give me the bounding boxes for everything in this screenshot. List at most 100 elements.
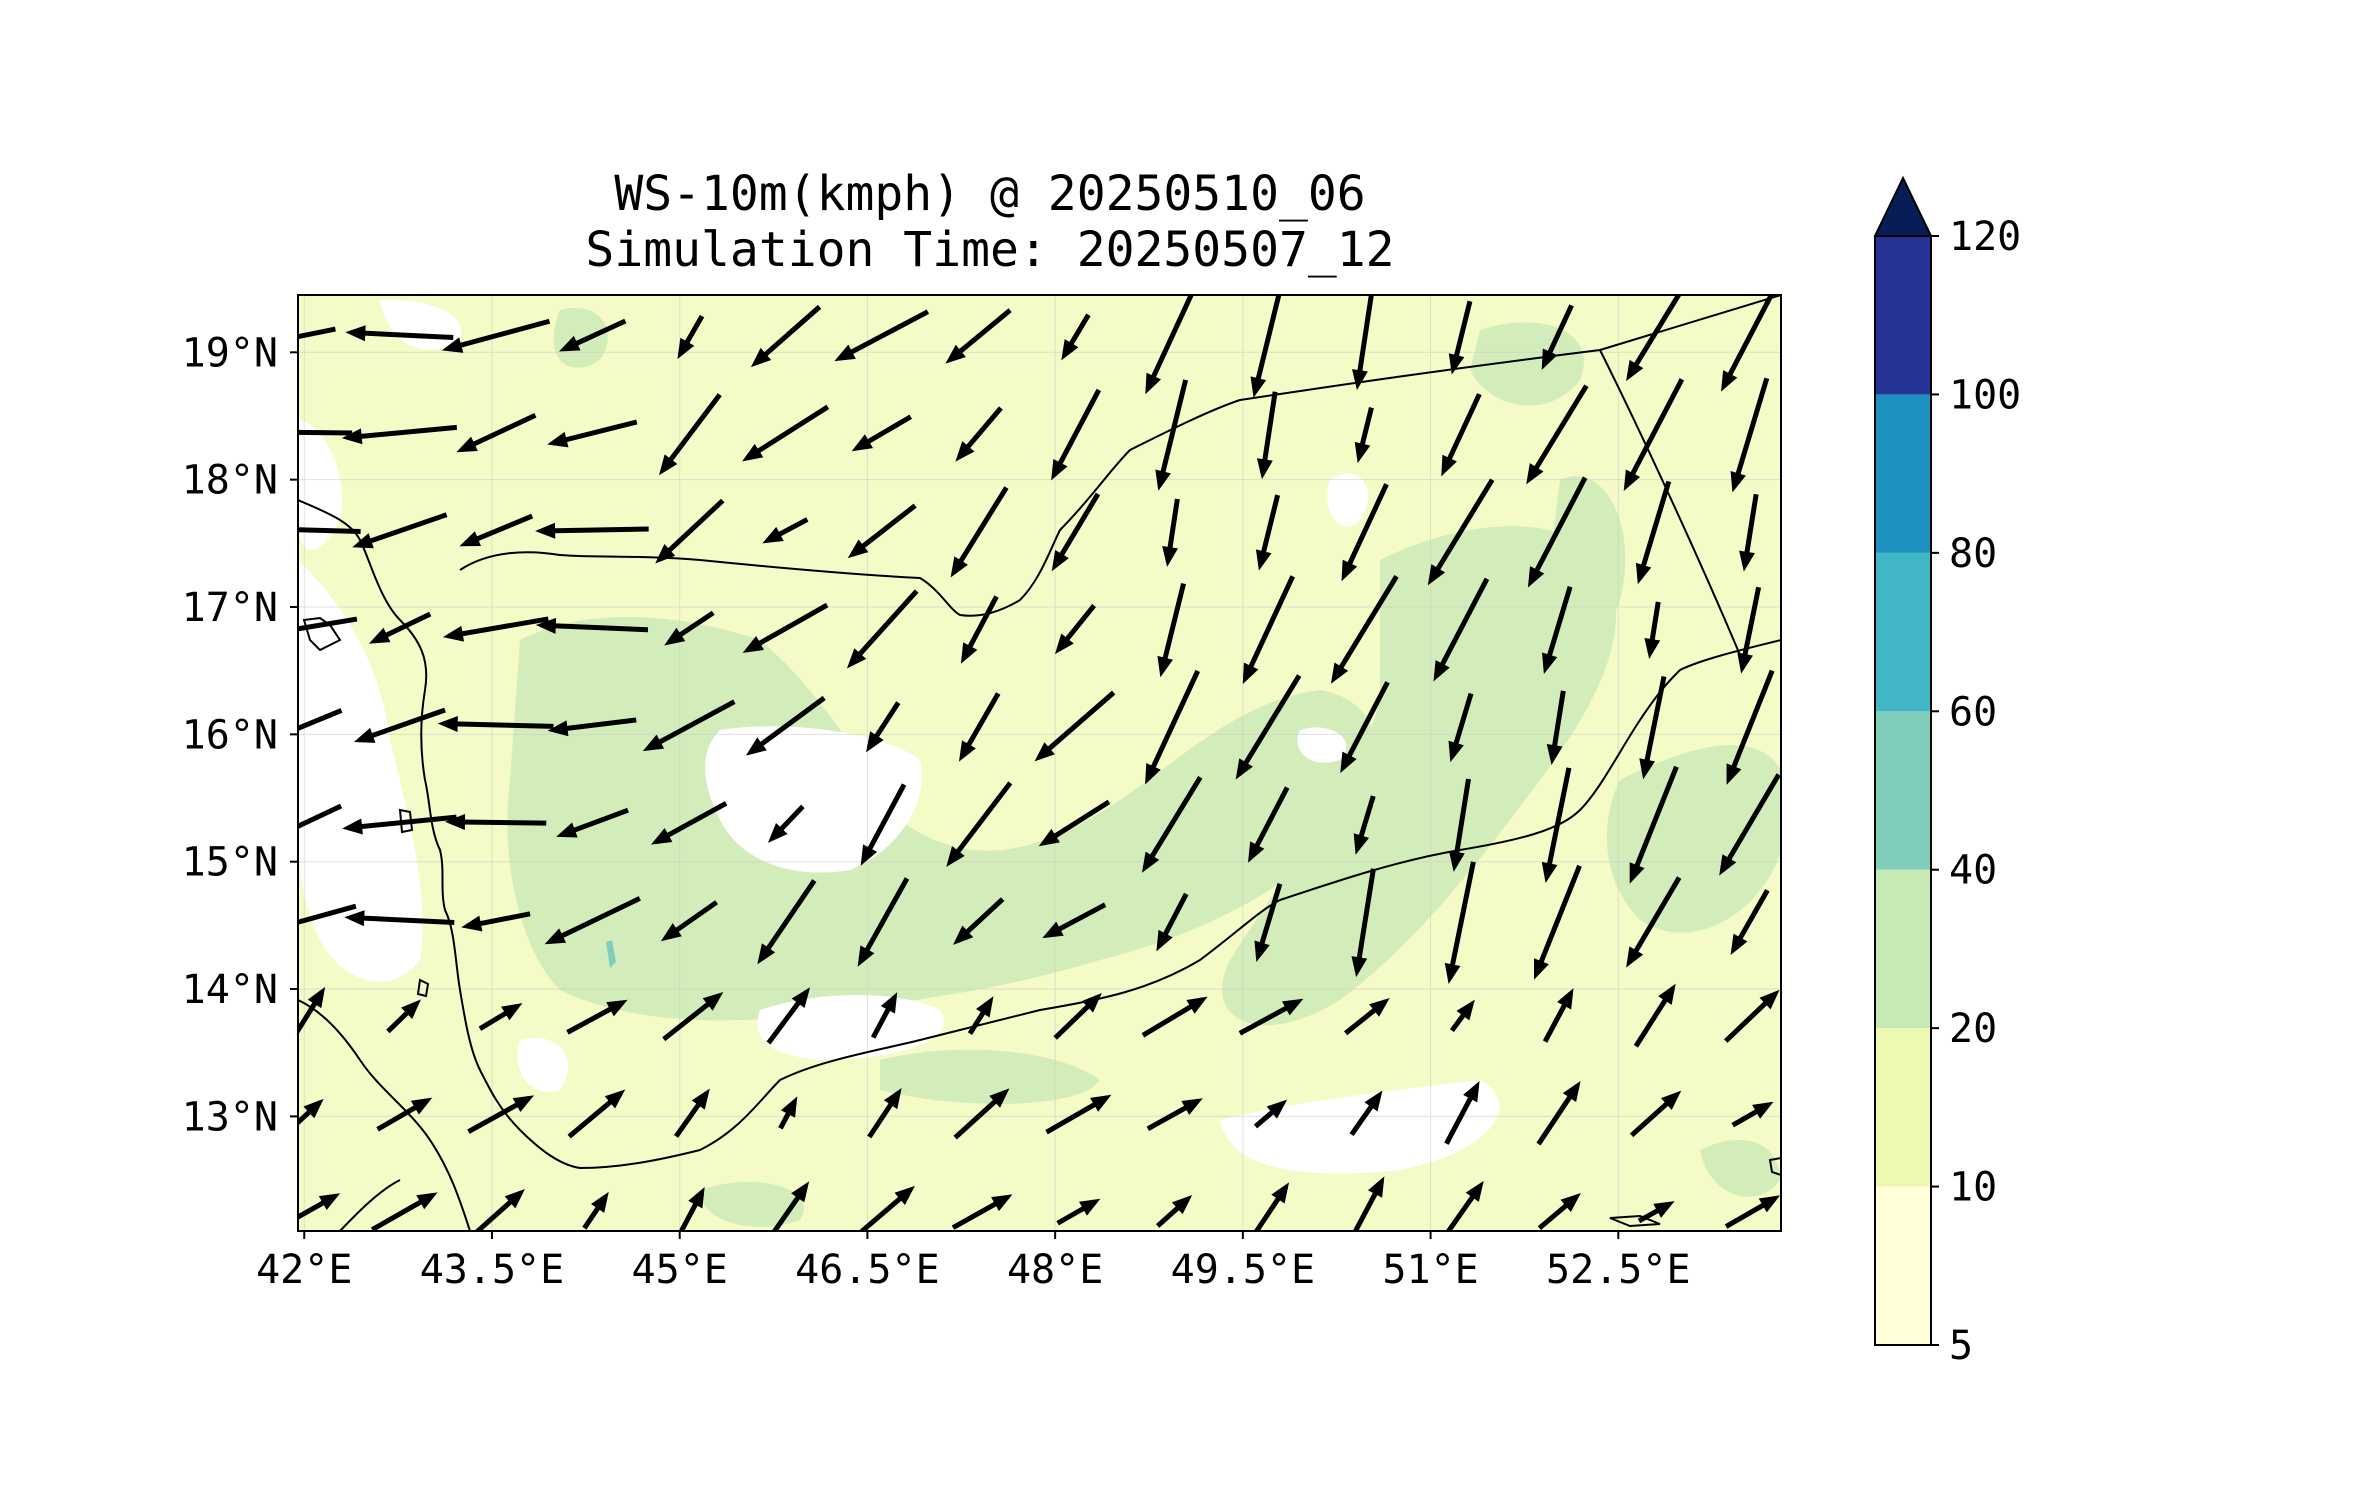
wind-arrow xyxy=(368,611,432,644)
wind-arrow xyxy=(1626,295,1682,382)
wind-arrow xyxy=(1254,883,1283,962)
wind-arrow xyxy=(544,896,641,945)
colorbar-band xyxy=(1875,1186,1931,1345)
wind-arrow xyxy=(951,1194,1013,1230)
wind-arrow xyxy=(1045,1094,1112,1135)
wind-arrow xyxy=(1340,681,1390,774)
wind-arrow xyxy=(1051,388,1102,481)
wind-arrow xyxy=(1639,675,1667,780)
y-tick-label: 13°N xyxy=(182,1094,278,1140)
colorbar-tick-label: 10 xyxy=(1949,1165,1997,1211)
y-tick-label: 14°N xyxy=(182,967,278,1013)
x-tick-label: 49.5°E xyxy=(1171,1247,1316,1293)
wind-arrow xyxy=(344,910,455,927)
wind-arrow xyxy=(1433,577,1490,682)
wind-arrow xyxy=(1444,861,1476,985)
wind-arrow xyxy=(1724,989,1780,1043)
wind-arrow xyxy=(1623,378,1685,491)
wind-arrow xyxy=(1146,1098,1203,1132)
wind-arrow xyxy=(757,879,817,965)
wind-arrow xyxy=(1157,582,1186,678)
wind-arrow xyxy=(851,414,913,452)
wind-arrow xyxy=(858,1185,915,1231)
wind-arrow xyxy=(298,903,357,925)
colorbar-outline xyxy=(1874,235,1932,1346)
wind-arrow xyxy=(778,1096,798,1130)
wind-arrow xyxy=(870,992,898,1039)
wind-arrow xyxy=(1637,1201,1675,1224)
wind-arrow xyxy=(742,404,830,462)
wind-arrow xyxy=(437,715,554,732)
wind-arrow xyxy=(658,393,722,476)
x-tick-label: 48°E xyxy=(1007,1247,1103,1293)
colorbar-band xyxy=(1875,869,1931,1029)
wind-arrow xyxy=(1162,498,1180,567)
wind-vectors xyxy=(298,295,1781,1231)
wind-arrow xyxy=(1145,295,1194,395)
map-plot-area xyxy=(298,295,1781,1231)
y-tick-label: 17°N xyxy=(182,585,278,631)
wind-arrow xyxy=(857,877,910,967)
wind-arrow xyxy=(1541,304,1574,370)
wind-arrow xyxy=(442,616,549,642)
wind-arrow xyxy=(1054,604,1096,655)
wind-arrow xyxy=(535,522,649,539)
wind-arrow xyxy=(1629,1090,1682,1138)
wind-arrow xyxy=(1629,765,1679,884)
colorbar: 5 10 20 40 60 80 100 120 xyxy=(1873,175,2021,1369)
wind-arrow xyxy=(674,1088,710,1138)
wind-arrow xyxy=(386,999,421,1034)
wind-arrow xyxy=(1526,384,1589,485)
wind-arrow xyxy=(771,1181,810,1231)
wind-arrow xyxy=(475,1189,525,1231)
wind-arrow xyxy=(1053,992,1102,1040)
wind-arrow xyxy=(353,707,446,743)
wind-arrow xyxy=(535,617,649,634)
wind-arrow xyxy=(298,1193,341,1220)
wind-arrow xyxy=(1427,478,1495,586)
wind-arrow xyxy=(847,503,917,559)
wind-arrow xyxy=(1533,864,1582,980)
wind-arrow xyxy=(766,987,811,1045)
wind-arrow xyxy=(1242,575,1295,685)
wind-arrow xyxy=(456,412,537,453)
latitude-axis: 13°N 14°N 15°N 16°N 17°N 18°N 19°N xyxy=(182,330,298,1140)
wind-arrow xyxy=(1633,983,1676,1048)
colorbar-band xyxy=(1875,1028,1931,1187)
wind-arrow xyxy=(1635,480,1672,585)
wind-arrow xyxy=(677,314,705,360)
wind-arrow xyxy=(1542,988,1574,1043)
wind-arrow xyxy=(582,1191,609,1230)
wind-arrow xyxy=(1038,799,1111,847)
wind-arrow xyxy=(566,999,628,1035)
map-subtitle: Simulation Time: 20250507_12 xyxy=(585,222,1394,278)
wind-arrow xyxy=(642,699,736,752)
wind-arrow xyxy=(341,424,458,445)
x-tick-label: 51°E xyxy=(1382,1247,1478,1293)
wind-arrow xyxy=(1737,586,1762,674)
y-tick-label: 18°N xyxy=(182,458,278,504)
wind-arrow xyxy=(478,1003,523,1031)
wind-arrow xyxy=(953,1088,1010,1140)
x-tick-label: 52.5°E xyxy=(1546,1247,1691,1293)
wind-arrow xyxy=(867,1087,902,1139)
wind-arrow xyxy=(955,406,1003,462)
wind-arrow xyxy=(750,304,822,368)
wind-arrow xyxy=(846,589,919,669)
wind-arrow xyxy=(742,602,829,653)
wind-arrow xyxy=(1448,778,1471,872)
wind-arrow xyxy=(441,318,551,353)
wind-arrow xyxy=(352,512,448,549)
y-tick-label: 16°N xyxy=(182,712,278,758)
colorbar-tick-label: 120 xyxy=(1949,214,2021,260)
wind-arrow xyxy=(1721,295,1775,392)
wind-arrow xyxy=(342,814,457,835)
wind-arrow xyxy=(950,486,1009,578)
colorbar-tick-label: 40 xyxy=(1949,848,1997,894)
wind-arrow xyxy=(1537,1192,1581,1231)
wind-arrow xyxy=(459,513,534,547)
coastline-and-borders xyxy=(298,295,1781,1231)
wind-arrow xyxy=(1051,492,1101,572)
wind-arrow xyxy=(1626,876,1682,968)
wind-arrow xyxy=(1155,379,1189,491)
